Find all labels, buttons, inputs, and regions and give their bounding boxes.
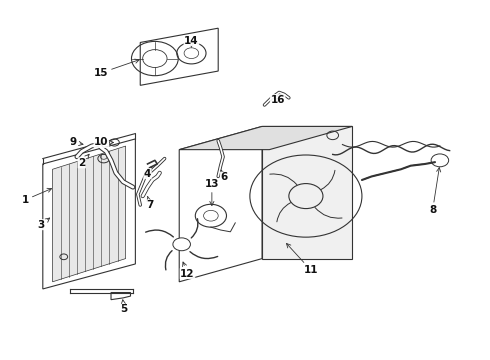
Text: 12: 12 xyxy=(180,262,195,279)
Text: 1: 1 xyxy=(22,188,51,204)
Circle shape xyxy=(173,238,191,251)
FancyArrowPatch shape xyxy=(165,251,172,270)
Text: 13: 13 xyxy=(205,179,219,206)
FancyArrowPatch shape xyxy=(277,203,291,222)
Polygon shape xyxy=(179,126,352,150)
Text: 9: 9 xyxy=(70,138,83,148)
FancyArrowPatch shape xyxy=(146,230,173,237)
Text: 2: 2 xyxy=(78,154,89,168)
Text: 15: 15 xyxy=(94,59,139,78)
Text: 11: 11 xyxy=(287,243,318,275)
Text: 4: 4 xyxy=(144,167,152,179)
Text: 14: 14 xyxy=(184,36,199,47)
FancyArrowPatch shape xyxy=(190,252,218,258)
Text: 6: 6 xyxy=(220,170,228,182)
Polygon shape xyxy=(52,146,125,282)
Text: 16: 16 xyxy=(270,95,285,105)
FancyArrowPatch shape xyxy=(315,207,342,218)
Text: 7: 7 xyxy=(147,197,154,210)
FancyArrowPatch shape xyxy=(270,174,297,185)
Text: 10: 10 xyxy=(94,138,114,148)
FancyArrowPatch shape xyxy=(191,219,198,238)
Text: 5: 5 xyxy=(121,300,128,314)
FancyArrowPatch shape xyxy=(321,170,335,189)
Text: 8: 8 xyxy=(429,168,441,215)
Polygon shape xyxy=(262,126,352,258)
Text: 3: 3 xyxy=(38,218,49,230)
